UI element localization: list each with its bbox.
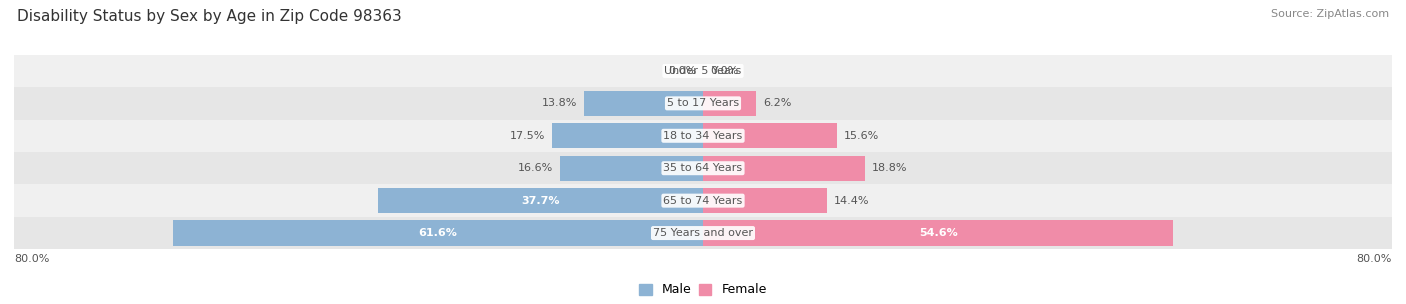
Text: 14.4%: 14.4% xyxy=(834,196,869,206)
Text: 65 to 74 Years: 65 to 74 Years xyxy=(664,196,742,206)
Text: 6.2%: 6.2% xyxy=(763,98,792,108)
Bar xyxy=(703,156,865,181)
Bar xyxy=(560,156,703,181)
Text: 17.5%: 17.5% xyxy=(510,131,546,141)
Bar xyxy=(703,91,756,116)
Text: Under 5 Years: Under 5 Years xyxy=(665,66,741,76)
Text: 35 to 64 Years: 35 to 64 Years xyxy=(664,163,742,173)
Text: 18 to 34 Years: 18 to 34 Years xyxy=(664,131,742,141)
Bar xyxy=(703,123,838,148)
Text: Source: ZipAtlas.com: Source: ZipAtlas.com xyxy=(1271,9,1389,19)
Text: 18.8%: 18.8% xyxy=(872,163,907,173)
Bar xyxy=(703,188,827,213)
Text: 75 Years and over: 75 Years and over xyxy=(652,228,754,238)
Bar xyxy=(14,217,1392,249)
Text: 0.0%: 0.0% xyxy=(668,66,696,76)
Text: Disability Status by Sex by Age in Zip Code 98363: Disability Status by Sex by Age in Zip C… xyxy=(17,9,402,24)
Bar xyxy=(14,55,1392,87)
Text: 13.8%: 13.8% xyxy=(541,98,578,108)
Bar xyxy=(14,119,1392,152)
Bar xyxy=(173,220,703,246)
Bar xyxy=(14,152,1392,185)
Bar xyxy=(553,123,703,148)
Text: 16.6%: 16.6% xyxy=(517,163,553,173)
Legend: Male, Female: Male, Female xyxy=(634,278,772,301)
Bar xyxy=(14,87,1392,119)
Bar xyxy=(378,188,703,213)
Text: 80.0%: 80.0% xyxy=(1357,254,1392,264)
Bar xyxy=(583,91,703,116)
Text: 5 to 17 Years: 5 to 17 Years xyxy=(666,98,740,108)
Text: 54.6%: 54.6% xyxy=(918,228,957,238)
Bar xyxy=(703,220,1173,246)
Text: 80.0%: 80.0% xyxy=(14,254,49,264)
Text: 61.6%: 61.6% xyxy=(419,228,457,238)
Text: 37.7%: 37.7% xyxy=(522,196,560,206)
Text: 15.6%: 15.6% xyxy=(844,131,880,141)
Text: 0.0%: 0.0% xyxy=(710,66,738,76)
Bar xyxy=(14,185,1392,217)
